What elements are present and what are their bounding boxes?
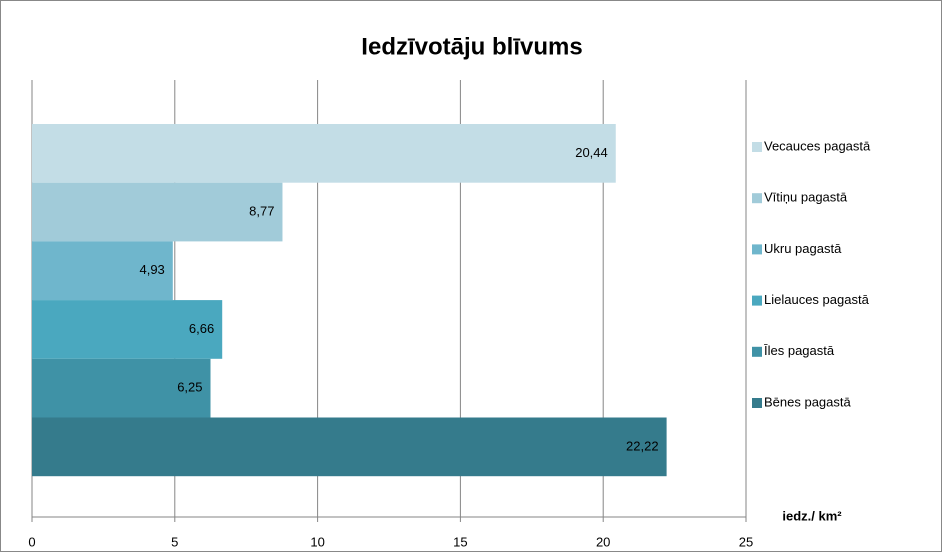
x-tick-label: 10: [310, 534, 324, 549]
legend-swatch: [752, 295, 762, 306]
x-tick-label: 20: [596, 534, 610, 549]
x-tick-label: 25: [739, 534, 753, 549]
legend-swatch: [752, 142, 762, 152]
x-tick-label: 5: [171, 534, 178, 549]
legend-swatch: [752, 193, 762, 204]
bar: [32, 241, 173, 301]
bar: [32, 417, 667, 477]
x-axis-label: iedz./ km²: [782, 508, 842, 523]
legend-label: Ukru pagastā: [764, 241, 842, 256]
legend-swatch: [752, 346, 762, 357]
legend-label: Īles pagastā: [764, 343, 835, 358]
legend-swatch: [752, 244, 762, 255]
chart-title: Iedzīvotāju blīvums: [361, 33, 582, 60]
legend-label: Vītiņu pagastā: [764, 190, 848, 205]
bar: [32, 124, 616, 183]
legend-label: Vecauces pagastā: [764, 138, 871, 153]
x-tick-label: 15: [453, 534, 467, 549]
value-label: 8,77: [249, 203, 274, 218]
value-label: 22,22: [626, 438, 659, 453]
value-label: 4,93: [139, 262, 164, 277]
legend-label: Bēnes pagastā: [764, 394, 852, 409]
legend-swatch: [752, 398, 762, 408]
x-tick-label: 0: [28, 534, 35, 549]
value-label: 6,25: [177, 380, 202, 395]
legend-label: Lielauces pagastā: [764, 292, 870, 307]
value-label: 20,44: [575, 145, 608, 160]
bar: [32, 300, 223, 359]
bar: [32, 182, 283, 242]
bar: [32, 358, 211, 418]
value-label: 6,66: [189, 321, 214, 336]
